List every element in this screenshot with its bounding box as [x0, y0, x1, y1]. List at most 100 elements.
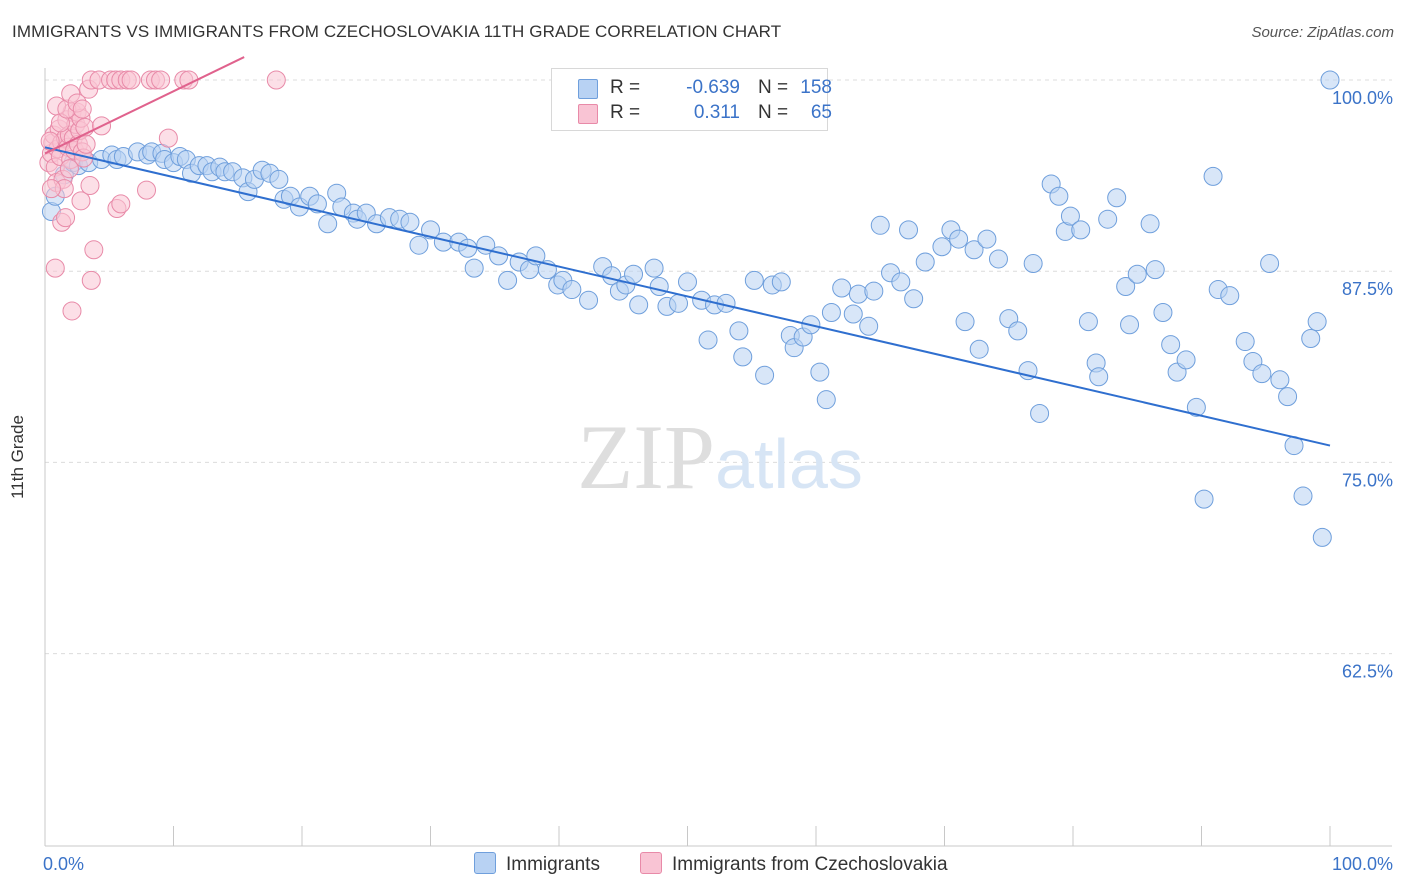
- watermark-zip: ZIP: [577, 406, 715, 508]
- bottom-legend-label: Immigrants from Czechoslovakia: [672, 854, 948, 875]
- legend-n-label: N =: [758, 77, 789, 98]
- data-point: [1203, 166, 1223, 186]
- bottom-legend-label: Immigrants: [506, 854, 600, 875]
- data-point: [1049, 186, 1069, 206]
- watermark-atlas: atlas: [715, 425, 863, 503]
- data-point: [1023, 254, 1043, 274]
- data-point: [1307, 312, 1327, 332]
- stats-legend: R = -0.639 N = 158 R = 0.311 N = 65: [551, 68, 832, 131]
- data-point: [1116, 276, 1136, 296]
- data-point: [41, 179, 61, 199]
- data-point: [1320, 70, 1340, 90]
- data-point: [891, 272, 911, 292]
- chart-title: IMMIGRANTS VS IMMIGRANTS FROM CZECHOSLOV…: [12, 22, 782, 41]
- data-point: [870, 215, 890, 235]
- data-point: [649, 276, 669, 296]
- data-point: [949, 229, 969, 249]
- data-point: [843, 304, 863, 324]
- watermark: ZIPatlas: [577, 406, 863, 508]
- data-point: [1120, 315, 1140, 335]
- bottom-legend-immigrants: Immigrants: [474, 852, 600, 876]
- legend-r-label: R =: [610, 77, 641, 98]
- data-point: [729, 321, 749, 341]
- x-tick-label: 100.0%: [1332, 854, 1393, 874]
- data-point: [644, 258, 664, 278]
- data-point: [56, 208, 76, 228]
- data-point: [1008, 321, 1028, 341]
- data-point: [1270, 370, 1290, 390]
- data-point: [59, 159, 79, 179]
- y-tick-label: 62.5%: [1342, 662, 1393, 682]
- data-point: [969, 339, 989, 359]
- data-point: [266, 70, 286, 90]
- data-point: [489, 246, 509, 266]
- tick-labels: 62.5% 75.0% 87.5% 100.0% 0.0% 100.0%: [43, 88, 1393, 874]
- source-label: Source: ZipAtlas.com: [1251, 24, 1394, 41]
- data-point: [1186, 397, 1206, 417]
- data-point: [45, 258, 65, 278]
- x-tick-label: 0.0%: [43, 854, 84, 874]
- data-point: [269, 169, 289, 189]
- data-point: [932, 237, 952, 257]
- data-point: [1089, 367, 1109, 387]
- data-point: [1127, 264, 1147, 284]
- data-point: [1260, 254, 1280, 274]
- data-point: [464, 258, 484, 278]
- data-point: [1293, 486, 1313, 506]
- data-point: [111, 194, 131, 214]
- data-point: [755, 365, 775, 385]
- series-czechoslovakia: [39, 70, 286, 321]
- legend-r-label: R =: [610, 102, 641, 123]
- data-point: [864, 281, 884, 301]
- data-point: [458, 238, 478, 258]
- legend-r-value: -0.639: [686, 77, 740, 98]
- data-point: [1071, 220, 1091, 240]
- data-point: [859, 316, 879, 336]
- data-point: [915, 252, 935, 272]
- data-point: [816, 390, 836, 410]
- data-point: [76, 134, 96, 154]
- data-point: [1153, 302, 1173, 322]
- data-point: [1301, 329, 1321, 349]
- data-point: [84, 240, 104, 260]
- data-point: [1220, 286, 1240, 306]
- bottom-legend-swatch-immigrants: [474, 852, 496, 874]
- data-point: [562, 280, 582, 300]
- data-point: [771, 272, 791, 292]
- data-point: [1107, 188, 1127, 208]
- data-point: [977, 229, 997, 249]
- data-point: [955, 312, 975, 332]
- data-point: [1252, 364, 1272, 384]
- data-point: [1235, 332, 1255, 352]
- data-point: [1140, 214, 1160, 234]
- y-tick-label: 75.0%: [1342, 470, 1393, 490]
- data-point: [121, 70, 141, 90]
- legend-n-label: N =: [758, 102, 789, 123]
- trend-line-czechoslovakia: [44, 56, 245, 155]
- y-tick-label: 100.0%: [1332, 88, 1393, 108]
- data-point: [733, 347, 753, 367]
- data-point: [318, 214, 338, 234]
- data-point: [421, 220, 440, 240]
- data-point: [400, 212, 420, 232]
- data-point: [62, 301, 82, 321]
- data-point: [899, 220, 919, 240]
- data-point: [821, 302, 841, 322]
- trend-line-immigrants: [44, 146, 1331, 447]
- data-point: [624, 264, 644, 284]
- data-point: [678, 272, 697, 292]
- data-point: [629, 295, 649, 315]
- data-point: [1176, 350, 1196, 370]
- data-point: [80, 176, 100, 196]
- data-point: [158, 128, 178, 148]
- data-point: [669, 293, 689, 313]
- data-point: [81, 270, 101, 290]
- data-point: [72, 99, 92, 119]
- data-point: [71, 191, 91, 211]
- data-point: [1078, 312, 1098, 332]
- data-point: [1060, 206, 1080, 226]
- bottom-legend-swatch-czechoslovakia: [640, 852, 662, 874]
- data-point: [1161, 335, 1181, 355]
- data-point: [832, 278, 852, 298]
